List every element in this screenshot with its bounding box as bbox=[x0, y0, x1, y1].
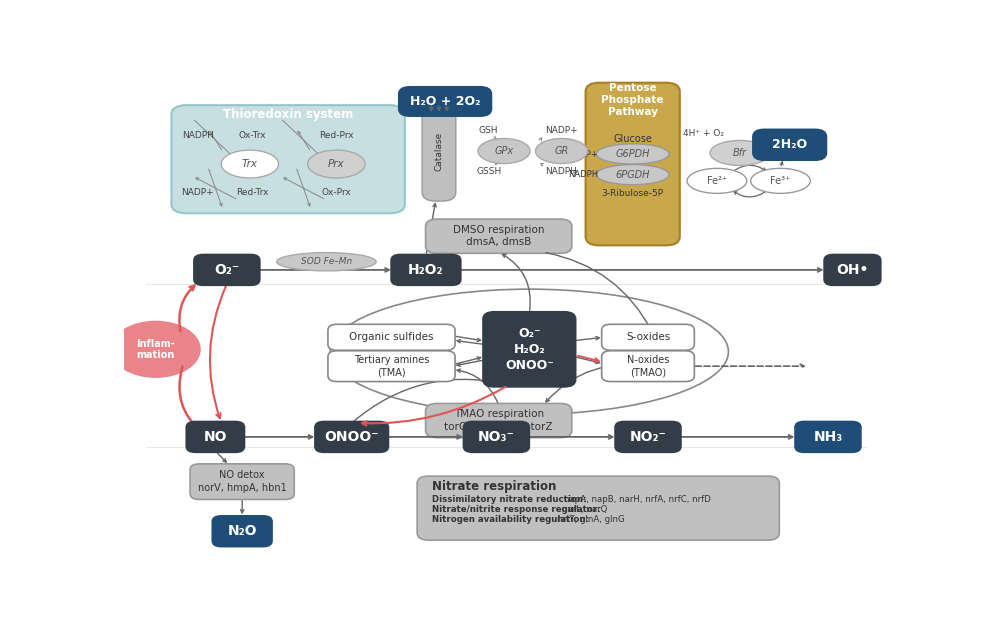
Text: GSH: GSH bbox=[479, 126, 499, 135]
Text: GPx: GPx bbox=[494, 146, 514, 156]
FancyBboxPatch shape bbox=[328, 351, 455, 381]
FancyBboxPatch shape bbox=[426, 404, 572, 437]
Text: Organic sulfides: Organic sulfides bbox=[349, 332, 434, 342]
Text: NADP+: NADP+ bbox=[182, 188, 214, 198]
Ellipse shape bbox=[597, 144, 669, 164]
Text: Catalase: Catalase bbox=[435, 131, 444, 171]
FancyBboxPatch shape bbox=[483, 312, 576, 387]
Text: Pentose
Phosphate
Pathway: Pentose Phosphate Pathway bbox=[602, 82, 664, 118]
FancyBboxPatch shape bbox=[586, 82, 680, 246]
Ellipse shape bbox=[307, 150, 366, 178]
Text: O₂⁻
H₂O₂
ONOO⁻: O₂⁻ H₂O₂ ONOO⁻ bbox=[505, 327, 553, 372]
Text: O₂⁻: O₂⁻ bbox=[214, 263, 239, 277]
FancyBboxPatch shape bbox=[171, 105, 405, 213]
FancyBboxPatch shape bbox=[795, 421, 861, 452]
Text: Fe²⁺: Fe²⁺ bbox=[706, 176, 727, 186]
Ellipse shape bbox=[687, 168, 747, 193]
Text: Nitrate/nitrite response regulator:: Nitrate/nitrite response regulator: bbox=[432, 505, 604, 514]
Text: 4H⁺ + O₂: 4H⁺ + O₂ bbox=[684, 129, 724, 138]
FancyBboxPatch shape bbox=[212, 516, 272, 547]
FancyBboxPatch shape bbox=[824, 254, 880, 285]
Text: GR: GR bbox=[554, 146, 569, 156]
Text: Bfr: Bfr bbox=[733, 148, 747, 158]
Text: NO: NO bbox=[204, 430, 227, 444]
Text: NH₃: NH₃ bbox=[813, 430, 843, 444]
Text: Tertiary amines
(TMA): Tertiary amines (TMA) bbox=[354, 355, 429, 377]
Text: 3-Ribulose-5P: 3-Ribulose-5P bbox=[602, 189, 664, 198]
Ellipse shape bbox=[277, 253, 376, 271]
Text: Prx: Prx bbox=[328, 159, 345, 169]
Text: Red-Trx: Red-Trx bbox=[236, 188, 269, 198]
Text: napA, napB, narH, nrfA, nrfC, nrfD: napA, napB, narH, nrfA, nrfC, nrfD bbox=[564, 495, 711, 504]
Ellipse shape bbox=[535, 139, 588, 164]
Text: Ox-Prx: Ox-Prx bbox=[321, 188, 352, 198]
FancyBboxPatch shape bbox=[391, 254, 460, 285]
Text: Fe³⁺: Fe³⁺ bbox=[771, 176, 790, 186]
Ellipse shape bbox=[710, 141, 770, 166]
Text: ONOO⁻: ONOO⁻ bbox=[324, 430, 379, 444]
Text: nrtY, glnA, glnG: nrtY, glnA, glnG bbox=[556, 515, 624, 524]
Text: NADP+: NADP+ bbox=[545, 126, 578, 135]
Text: GSSH: GSSH bbox=[476, 167, 501, 176]
FancyBboxPatch shape bbox=[315, 421, 388, 452]
Text: H₂O + 2O₂: H₂O + 2O₂ bbox=[410, 95, 480, 108]
Text: DMSO respiration
dmsA, dmsB: DMSO respiration dmsA, dmsB bbox=[453, 225, 544, 248]
Text: 6PGDH: 6PGDH bbox=[616, 169, 650, 179]
FancyBboxPatch shape bbox=[417, 476, 780, 540]
FancyBboxPatch shape bbox=[616, 421, 681, 452]
FancyBboxPatch shape bbox=[753, 129, 826, 160]
Text: Nitrogen availability regulation:: Nitrogen availability regulation: bbox=[432, 515, 592, 524]
FancyBboxPatch shape bbox=[602, 351, 695, 381]
Text: NO₃⁻: NO₃⁻ bbox=[478, 430, 515, 444]
Ellipse shape bbox=[751, 168, 810, 193]
Ellipse shape bbox=[478, 139, 531, 164]
Text: Thioredoxin system: Thioredoxin system bbox=[223, 108, 354, 121]
Text: narL, narQ: narL, narQ bbox=[562, 505, 608, 514]
Text: Ox-Trx: Ox-Trx bbox=[238, 131, 266, 139]
Text: TMAO respiration
torC, torD, torS, torZ: TMAO respiration torC, torD, torS, torZ bbox=[445, 409, 553, 432]
Text: Glucose: Glucose bbox=[614, 134, 652, 144]
Text: G6PDH: G6PDH bbox=[616, 149, 650, 159]
Text: H₂O₂: H₂O₂ bbox=[408, 263, 444, 277]
Text: NADPH: NADPH bbox=[182, 131, 213, 139]
Text: N₂O: N₂O bbox=[227, 524, 257, 538]
FancyBboxPatch shape bbox=[190, 464, 294, 499]
Text: Trx: Trx bbox=[242, 159, 258, 169]
Text: NO detox
norV, hmpA, hbn1: NO detox norV, hmpA, hbn1 bbox=[198, 471, 287, 493]
Text: N-oxides
(TMAO): N-oxides (TMAO) bbox=[626, 355, 669, 377]
Ellipse shape bbox=[221, 150, 279, 178]
Text: Dissimilatory nitrate reduction:: Dissimilatory nitrate reduction: bbox=[432, 495, 589, 504]
Text: OH•: OH• bbox=[836, 263, 868, 277]
Text: NO₂⁻: NO₂⁻ bbox=[629, 430, 667, 444]
Circle shape bbox=[112, 321, 200, 378]
Text: NADP+: NADP+ bbox=[568, 150, 598, 159]
Text: Inflam-
mation: Inflam- mation bbox=[136, 339, 175, 360]
FancyBboxPatch shape bbox=[426, 219, 572, 253]
Text: S-oxides: S-oxides bbox=[625, 332, 670, 342]
FancyBboxPatch shape bbox=[602, 324, 695, 350]
Text: NADPH: NADPH bbox=[568, 170, 598, 179]
FancyBboxPatch shape bbox=[194, 254, 260, 285]
FancyBboxPatch shape bbox=[422, 101, 455, 201]
Text: 2H₂O: 2H₂O bbox=[772, 138, 807, 151]
FancyBboxPatch shape bbox=[187, 421, 244, 452]
Text: SOD Fe–Mn: SOD Fe–Mn bbox=[300, 258, 352, 266]
Text: NADPH: NADPH bbox=[545, 167, 577, 176]
Text: Nitrate respiration: Nitrate respiration bbox=[432, 480, 556, 493]
FancyBboxPatch shape bbox=[463, 421, 530, 452]
Text: Red-Prx: Red-Prx bbox=[319, 131, 354, 139]
FancyBboxPatch shape bbox=[328, 324, 455, 350]
Ellipse shape bbox=[597, 164, 669, 185]
FancyBboxPatch shape bbox=[399, 87, 491, 116]
